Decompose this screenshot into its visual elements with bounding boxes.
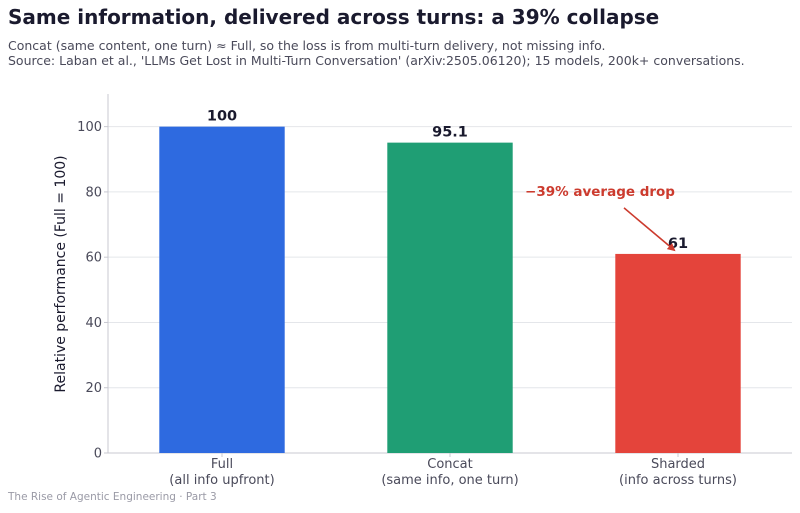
subtitle-line-2: Source: Laban et al., 'LLMs Get Lost in … (8, 53, 745, 68)
y-tick-label: 60 (85, 251, 102, 266)
x-tick-label: Full (211, 457, 233, 472)
value-label: 61 (668, 236, 688, 252)
chart-title: Same information, delivered across turns… (8, 5, 660, 29)
bar-0 (159, 126, 285, 454)
chart-subtitle: Concat (same content, one turn) ≈ Full, … (8, 38, 745, 68)
x-tick-label: Concat (427, 457, 472, 472)
annotation-label: −39% average drop (525, 184, 675, 200)
bar-2 (615, 253, 741, 453)
y-tick-label: 40 (85, 316, 102, 331)
x-tick-label: (same info, one turn) (381, 473, 518, 488)
footer-credit: The Rise of Agentic Engineering · Part 3 (8, 491, 217, 503)
value-label: 95.1 (432, 125, 468, 141)
x-tick-label: (all info upfront) (169, 473, 274, 488)
bar-1 (387, 142, 513, 454)
annotation-arrow (623, 207, 676, 252)
y-tick-label: 20 (85, 381, 102, 396)
y-tick-label: 0 (94, 447, 102, 462)
y-tick-label: 80 (85, 185, 102, 200)
y-axis-label: Relative performance (Full = 100) (53, 155, 69, 392)
x-tick-label: Sharded (651, 457, 705, 472)
y-tick-label: 100 (77, 120, 102, 135)
value-label: 100 (207, 109, 237, 125)
subtitle-line-1: Concat (same content, one turn) ≈ Full, … (8, 38, 606, 53)
x-tick-label: (info across turns) (619, 473, 737, 488)
